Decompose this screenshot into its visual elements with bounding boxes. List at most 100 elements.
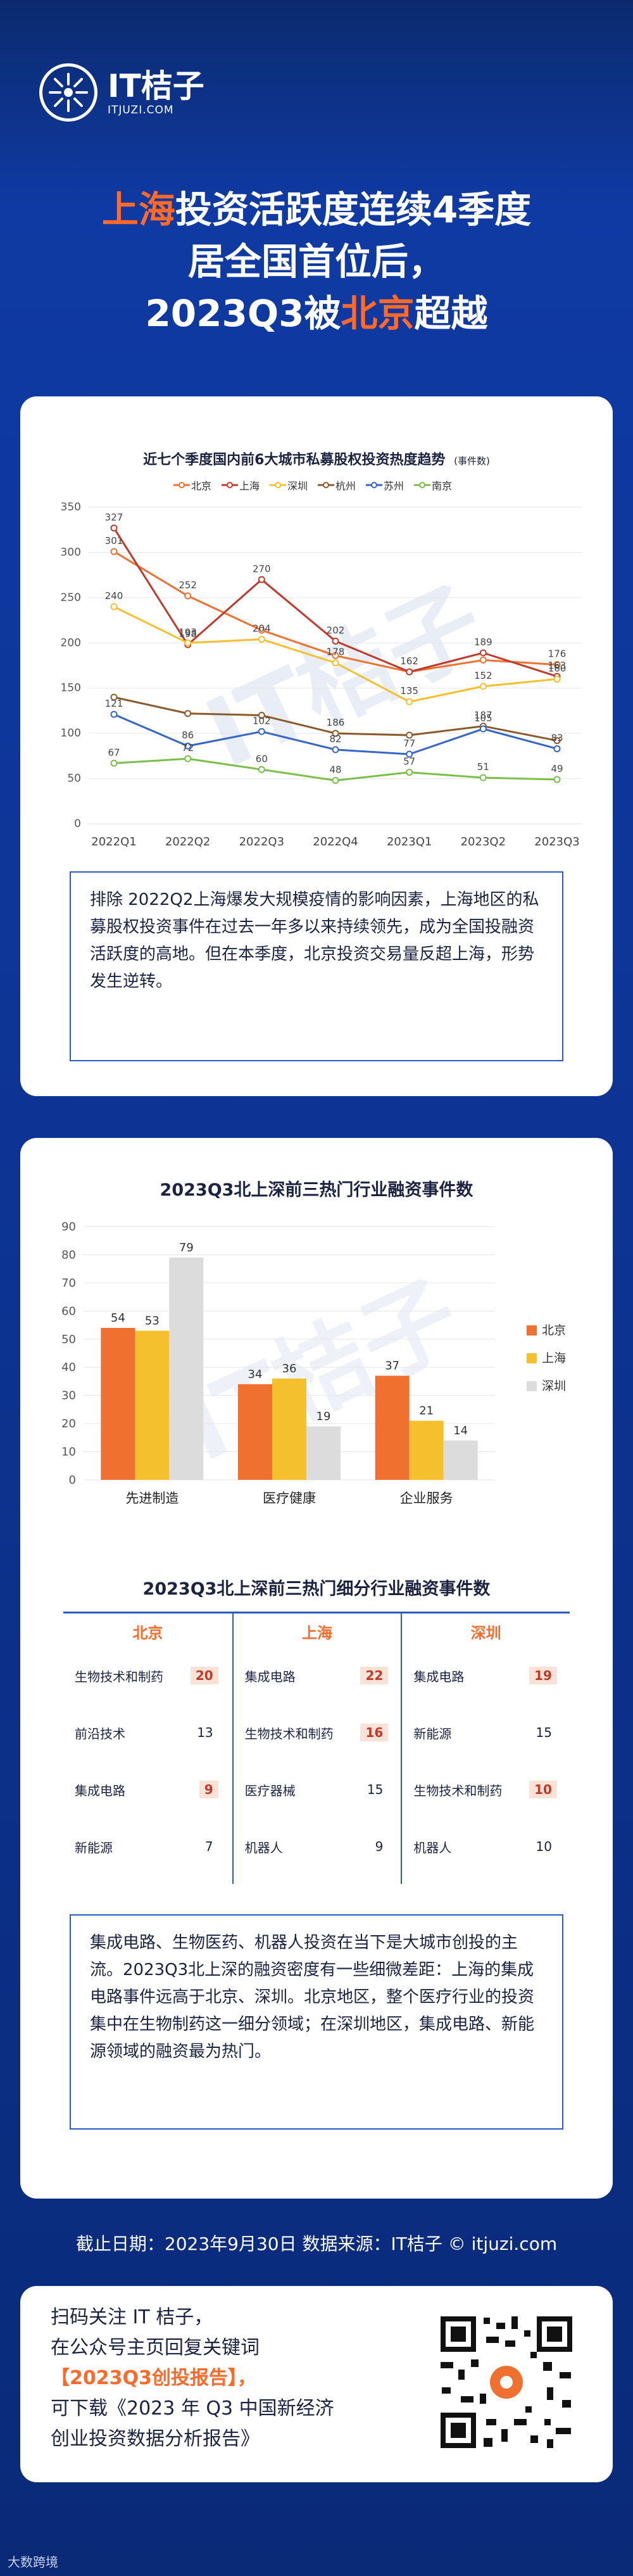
table-cell-count: 13 bbox=[197, 1725, 213, 1740]
y-tick-label: 0 bbox=[69, 1474, 76, 1487]
legend-swatch bbox=[318, 482, 334, 488]
y-tick-label: 60 bbox=[61, 1304, 76, 1318]
data-label-深圳: 193 bbox=[179, 626, 197, 638]
qr-code-icon[interactable] bbox=[436, 2311, 577, 2453]
data-label-杭州: 187 bbox=[474, 710, 492, 721]
legend-swatch bbox=[414, 482, 431, 488]
legend-label-北京: 北京 bbox=[542, 1323, 566, 1337]
table-row: 新能源 7 bbox=[75, 1836, 218, 1857]
data-point-南京 bbox=[184, 755, 192, 762]
x-tick-label: 2022Q3 bbox=[239, 835, 284, 849]
trend-card: 近七个季度国内前6大城市私募股权投资热度趋势 (事件数) 北京 上海 深圳 杭州 苏州 南… bbox=[20, 396, 613, 1096]
data-point-上海 bbox=[332, 637, 339, 645]
table-cell-count: 10 bbox=[536, 1839, 552, 1854]
data-label-苏州: 86 bbox=[182, 729, 194, 741]
table-row: 机器人 9 bbox=[245, 1836, 389, 1857]
legend-swatch-dot bbox=[274, 482, 281, 488]
data-point-深圳 bbox=[406, 698, 413, 705]
data-label-南京: 67 bbox=[108, 747, 120, 758]
data-label-南京: 48 bbox=[329, 764, 341, 775]
data-point-苏州 bbox=[332, 746, 339, 754]
table-row: 医疗器械 15 bbox=[245, 1779, 389, 1800]
data-label-上海: 270 bbox=[253, 563, 271, 574]
data-point-北京 bbox=[184, 592, 192, 600]
legend-label-深圳: 深圳 bbox=[542, 1379, 566, 1393]
table-cell-industry: 生物技术和制药 bbox=[75, 1669, 163, 1684]
x-category-label: 企业服务 bbox=[400, 1491, 453, 1506]
data-point-上海 bbox=[110, 524, 118, 532]
table-cell-count: 16 bbox=[360, 1724, 389, 1741]
cta-line5: 创业投资数据分析报告》 bbox=[51, 2428, 260, 2450]
y-tick-label: 20 bbox=[61, 1417, 76, 1430]
data-point-深圳 bbox=[553, 675, 561, 683]
legend-item-北京: 北京 bbox=[172, 477, 211, 493]
table-cell-count: 7 bbox=[204, 1839, 213, 1854]
data-point-北京 bbox=[332, 652, 339, 659]
bar-value-label: 37 bbox=[385, 1360, 399, 1373]
data-point-杭州 bbox=[406, 731, 413, 739]
x-tick-label: 2023Q3 bbox=[534, 835, 579, 849]
data-label-北京: 176 bbox=[548, 648, 567, 660]
cta-keyword: 【2023Q3创投报告】， bbox=[51, 2367, 256, 2389]
x-tick-label: 2023Q2 bbox=[461, 835, 506, 849]
legend-label: 杭州 bbox=[335, 480, 356, 492]
table-cell-industry: 医疗器械 bbox=[244, 1783, 296, 1798]
cta-line2: 在公众号主页回复关键词 bbox=[51, 2337, 260, 2359]
legend-swatch-dot bbox=[419, 482, 426, 488]
data-point-苏州 bbox=[110, 710, 118, 718]
bar-深圳 bbox=[306, 1426, 341, 1480]
table-row: 新能源 15 bbox=[413, 1722, 557, 1743]
line-chart-title-row: 近七个季度国内前6大城市私募股权投资热度趋势 (事件数) bbox=[20, 448, 613, 469]
legend-item-苏州: 苏州 bbox=[365, 477, 404, 493]
logo: IT桔子 ITJUZI.COM bbox=[39, 63, 204, 122]
column-top-rule bbox=[233, 1612, 401, 1613]
y-tick-label: 90 bbox=[61, 1220, 76, 1234]
y-tick-label: 70 bbox=[61, 1277, 76, 1290]
legend-swatch-深圳 bbox=[527, 1381, 537, 1391]
headline-line1: 投资活跃度连续4季度 bbox=[175, 188, 532, 231]
y-tick-label: 80 bbox=[61, 1248, 76, 1261]
logo-mark-icon bbox=[39, 63, 97, 122]
cta-card: 扫码关注 IT 桔子， 在公众号主页回复关键词 【2023Q3创投报告】， 可下… bbox=[20, 2286, 613, 2482]
column-top-rule bbox=[402, 1612, 570, 1613]
data-label-北京: 252 bbox=[179, 579, 197, 591]
logo-name: IT桔子 bbox=[108, 68, 204, 104]
bar-value-label: 21 bbox=[419, 1405, 434, 1418]
industry-card: 2023Q3北上深前三热门行业融资事件数 IT桔子 0 10 20 30 40 50 60 70… bbox=[20, 1138, 613, 2199]
table-cell-industry: 新能源 bbox=[75, 1840, 113, 1855]
y-tick-label: 10 bbox=[61, 1446, 76, 1459]
table-column-北京: 北京 生物技术和制药 20 前沿技术 13 集成电路 9 新能源 7 bbox=[63, 1612, 232, 1884]
table-row: 生物技术和制药 20 bbox=[75, 1665, 218, 1686]
data-point-苏州 bbox=[258, 728, 265, 735]
data-label-深圳: 240 bbox=[105, 590, 123, 602]
data-point-北京 bbox=[110, 548, 118, 555]
y-tick-label: 40 bbox=[61, 1361, 76, 1374]
table-cell-count: 20 bbox=[190, 1667, 218, 1684]
line-chart-title-note: (事件数) bbox=[454, 455, 490, 467]
table-column-深圳: 深圳 集成电路 19 新能源 15 生物技术和制药 10 机器人 10 bbox=[401, 1612, 570, 1884]
bar-value-label: 79 bbox=[179, 1241, 194, 1254]
bar-北京 bbox=[101, 1328, 135, 1480]
data-label-苏州: 102 bbox=[253, 715, 271, 726]
table-cell-count: 10 bbox=[529, 1781, 557, 1798]
legend-swatch-dot bbox=[178, 482, 185, 488]
legend-label: 深圳 bbox=[287, 480, 308, 492]
table-cell-industry: 生物技术和制药 bbox=[244, 1726, 334, 1741]
table-city-header: 深圳 bbox=[470, 1624, 501, 1642]
logo-sub: ITJUZI.COM bbox=[108, 104, 174, 117]
table-row: 集成电路 22 bbox=[245, 1665, 389, 1686]
bar-value-label: 14 bbox=[453, 1424, 468, 1437]
table-cell-industry: 前沿技术 bbox=[75, 1726, 125, 1741]
data-point-杭州 bbox=[553, 737, 561, 745]
table-cell-industry: 机器人 bbox=[413, 1840, 452, 1855]
brand-footer: 大数跨境 bbox=[8, 2554, 58, 2570]
legend-item-南京: 南京 bbox=[413, 477, 452, 493]
legend-label: 苏州 bbox=[384, 480, 404, 492]
y-tick-label: 50 bbox=[67, 773, 81, 785]
footer-source: 截止日期：2023年9月30日 数据来源：IT桔子 © itjuzi.com bbox=[75, 2233, 558, 2254]
table-row: 机器人 10 bbox=[413, 1836, 557, 1857]
table-cell-count: 22 bbox=[360, 1667, 389, 1684]
headline-highlight-1: 上海 bbox=[101, 188, 175, 231]
data-point-深圳 bbox=[258, 636, 265, 643]
